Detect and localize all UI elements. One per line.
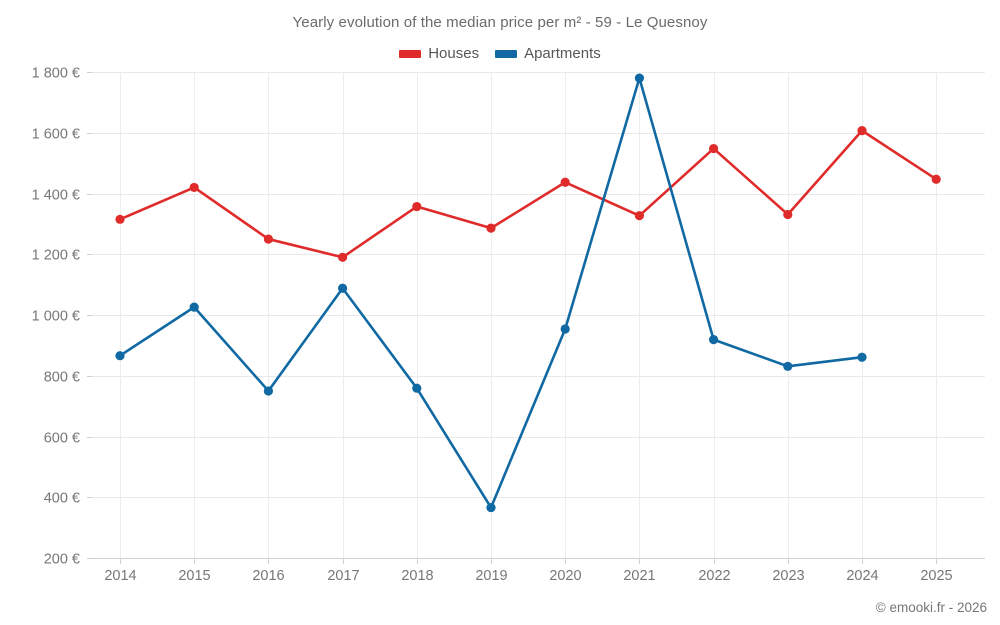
data-point-apartments[interactable] xyxy=(634,73,645,83)
chart-title: Yearly evolution of the median price per… xyxy=(292,14,708,31)
legend-item-apartments[interactable]: Apartments xyxy=(495,45,601,62)
data-point-apartments[interactable] xyxy=(857,352,867,362)
y-axis-tick-labels: 200 € 400 € 600 € 800 € 1 000 € 1 200 € 1 400 … xyxy=(32,66,80,568)
data-point-apartments[interactable] xyxy=(783,361,793,371)
y-tick-label: 200 € xyxy=(44,552,80,568)
y-tick-label: 1 000 € xyxy=(32,309,80,325)
y-tick-label: 600 € xyxy=(44,431,80,447)
data-point-apartments[interactable] xyxy=(115,351,125,361)
x-tick-label: 2024 xyxy=(846,568,878,584)
x-tick-label: 2025 xyxy=(920,568,952,584)
x-tick-label: 2021 xyxy=(623,568,655,584)
x-tick-label: 2023 xyxy=(772,568,804,584)
data-point-houses[interactable] xyxy=(709,143,719,154)
data-point-apartments[interactable] xyxy=(560,324,570,334)
data-point-houses[interactable] xyxy=(115,214,125,224)
copyright-credit: © emooki.fr - 2026 xyxy=(875,600,987,615)
legend-item-houses[interactable]: Houses xyxy=(399,45,479,62)
data-series xyxy=(115,73,941,513)
data-point-houses[interactable] xyxy=(263,234,273,244)
data-point-houses[interactable] xyxy=(338,252,348,262)
axes xyxy=(87,72,985,564)
data-point-houses[interactable] xyxy=(783,209,793,220)
x-tick-label: 2014 xyxy=(104,568,136,584)
y-tick-label: 1 800 € xyxy=(32,66,80,82)
x-tick-label: 2015 xyxy=(178,568,210,584)
x-tick-label: 2022 xyxy=(698,568,730,584)
x-tick-label: 2017 xyxy=(327,568,359,584)
legend-label-houses: Houses xyxy=(428,45,480,62)
data-point-houses[interactable] xyxy=(412,201,422,212)
y-tick-label: 1 600 € xyxy=(32,127,80,143)
x-tick-label: 2019 xyxy=(475,568,507,584)
data-point-apartments[interactable] xyxy=(189,302,199,312)
y-tick-label: 1 400 € xyxy=(32,188,80,204)
legend-swatch-houses xyxy=(399,49,422,58)
chart-legend: Houses Apartments xyxy=(0,45,1000,62)
data-point-houses[interactable] xyxy=(560,177,570,187)
data-point-houses[interactable] xyxy=(189,182,199,193)
y-tick-label: 1 200 € xyxy=(32,248,80,264)
data-point-apartments[interactable] xyxy=(263,386,273,396)
y-tick-label: 800 € xyxy=(44,370,80,386)
x-tick-label: 2020 xyxy=(549,568,581,584)
x-axis-tick-labels: 2014 2015 2016 2017 2018 2019 2020 2021 2022 2023… xyxy=(104,568,952,584)
series-line-houses xyxy=(118,129,938,259)
x-tick-label: 2016 xyxy=(252,568,284,584)
data-point-apartments[interactable] xyxy=(338,283,348,293)
data-point-houses[interactable] xyxy=(486,223,496,233)
data-point-apartments[interactable] xyxy=(486,502,496,513)
data-point-houses[interactable] xyxy=(857,126,867,136)
legend-swatch-apartments xyxy=(495,49,518,58)
data-point-apartments[interactable] xyxy=(709,335,719,345)
x-tick-label: 2018 xyxy=(401,568,433,584)
data-point-houses[interactable] xyxy=(634,211,645,221)
legend-label-apartments: Apartments xyxy=(524,45,601,62)
data-point-houses[interactable] xyxy=(931,174,941,184)
gridlines xyxy=(92,72,985,498)
y-tick-label: 400 € xyxy=(44,491,80,507)
data-point-apartments[interactable] xyxy=(412,383,422,393)
